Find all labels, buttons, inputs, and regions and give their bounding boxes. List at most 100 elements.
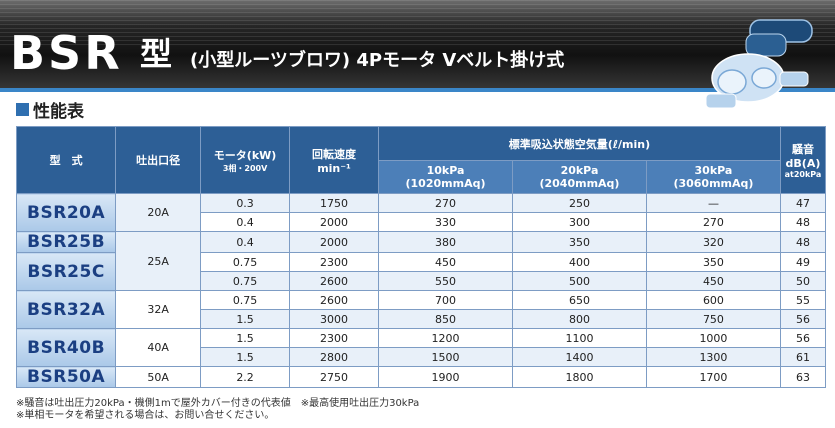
q20-cell: 800 [511,309,647,329]
blower-machine-image [705,19,813,109]
section-title: 性能表 [33,102,84,122]
table-row: 1.5 3000 850 800 750 56 [17,309,827,329]
db-cell: 56 [779,328,827,348]
col-30kpa: 30kPa (3060mmAq) [645,160,781,194]
table-row: 0.4 2000 330 300 270 48 [17,212,827,232]
table-row: BSR50A 50A 2.2 2750 1900 1800 1700 63 [15,366,827,388]
q30-cell: 750 [645,309,781,329]
q30-cell: 270 [645,212,781,232]
section-heading: 性能表 [16,97,84,122]
speed-cell: 2000 [289,231,380,253]
col-outlet: 吐出口径 [115,126,202,194]
q30-cell: 1000 [645,328,781,348]
q10-cell: 1200 [378,328,513,348]
outlet-cell: 50A [115,366,202,388]
table-row: BSR20A 20A 0.3 1750 270 250 — 47 [15,193,827,232]
product-subtitle: (小型ルーツブロワ) 4Pモータ Vベルト掛け式 [190,50,565,71]
footnote-noise: ※騒音は吐出圧力20kPa・機側1mで屋外カバー付きの代表値 ※最高使用吐出圧力… [16,398,420,409]
model-cell: BSR50A [15,366,117,388]
col-30kpa-label: 30kPa [694,164,733,177]
speed-cell: 2600 [289,271,380,291]
footnote-single-phase: ※単相モータを希望される場合は、お問い合せください。 [16,410,275,421]
db-cell: 48 [779,231,827,253]
type-kanji: 型 [140,35,173,73]
q10-cell: 700 [378,290,513,310]
q30-cell: 450 [645,271,781,291]
table-row: BSR32A 32A 0.75 2600 700 650 600 55 [15,290,827,329]
speed-cell: 1750 [289,193,380,213]
model-cell: BSR32A [15,290,117,329]
q30-cell: 320 [645,231,781,253]
q30-cell: 1300 [645,347,781,367]
speed-cell: 2800 [289,347,380,367]
outlet-cell: 40A [115,328,202,367]
motor-cell: 1.5 [200,347,291,367]
col-10kpa: 10kPa (1020mmAq) [378,160,513,194]
q10-cell: 270 [378,193,513,213]
q20-cell: 1100 [511,328,647,348]
col-speed-unit: min⁻¹ [317,161,351,175]
db-cell: 50 [779,271,827,291]
q10-cell: 450 [378,252,513,272]
db-cell: 48 [779,212,827,232]
q10-cell: 850 [378,309,513,329]
col-noise: 騒音 dB(A) at20kPa [779,126,827,194]
col-20kpa-sub: (2040mmAq) [539,177,620,190]
motor-cell: 1.5 [200,309,291,329]
col-motor-sub: 3相・200V [222,163,268,173]
model-cell: BSR25C [15,252,117,291]
q10-cell: 1900 [378,366,513,388]
banner-stripes [0,0,835,48]
col-20kpa-label: 20kPa [560,164,599,177]
motor-cell: 0.75 [200,271,291,291]
speed-cell: 2600 [289,290,380,310]
db-cell: 47 [779,193,827,213]
col-noise-unit: dB(A) [785,157,821,170]
q30-cell: 350 [645,252,781,272]
q30-cell: 1700 [645,366,781,388]
q20-cell: 500 [511,271,647,291]
col-noise-label: 騒音 [791,143,814,156]
speed-cell: 2000 [289,212,380,232]
model-cell: BSR40B [15,328,117,367]
col-30kpa-sub: (3060mmAq) [673,177,754,190]
db-cell: 55 [779,290,827,310]
db-cell: 49 [779,252,827,272]
header-banner: BSR 型 (小型ルーツブロワ) 4Pモータ Vベルト掛け式 [0,0,835,92]
outlet-cell: 20A [115,193,202,232]
col-speed-label: 回転速度 [312,147,357,161]
db-cell: 56 [779,309,827,329]
motor-cell: 1.5 [200,328,291,348]
motor-cell: 0.75 [200,252,291,272]
col-model: 型 式 [15,126,117,194]
table-row: BSR40B 40A 1.5 2300 1200 1100 1000 56 [15,328,827,367]
speed-cell: 2750 [289,366,380,388]
q30-cell: 600 [645,290,781,310]
col-20kpa: 20kPa (2040mmAq) [511,160,647,194]
col-noise-cond: at20kPa [784,170,822,179]
q10-cell: 380 [378,231,513,253]
db-cell: 63 [779,366,827,388]
motor-cell: 0.4 [200,212,291,232]
motor-cell: 0.3 [200,193,291,213]
speed-cell: 2300 [289,252,380,272]
table-row: BSR25B 25A 0.4 2000 380 350 320 48 [15,231,827,291]
q10-cell: 550 [378,271,513,291]
q20-cell: 400 [511,252,647,272]
table-row: 1.5 2800 1500 1400 1300 61 [17,347,827,367]
q10-cell: 1500 [378,347,513,367]
col-10kpa-sub: (1020mmAq) [405,177,486,190]
col-airflow: 標準吸込状態空気量(ℓ/min) [378,126,781,161]
section-marker-icon [16,103,29,116]
q20-cell: 650 [511,290,647,310]
motor-cell: 0.75 [200,290,291,310]
q20-cell: 250 [511,193,647,213]
speed-cell: 3000 [289,309,380,329]
col-motor: モータ(kW) 3相・200V [200,126,291,194]
q20-cell: 350 [511,231,647,253]
q20-cell: 1400 [511,347,647,367]
outlet-cell: 32A [115,290,202,329]
q20-cell: 1800 [511,366,647,388]
q20-cell: 300 [511,212,647,232]
q10-cell: 330 [378,212,513,232]
